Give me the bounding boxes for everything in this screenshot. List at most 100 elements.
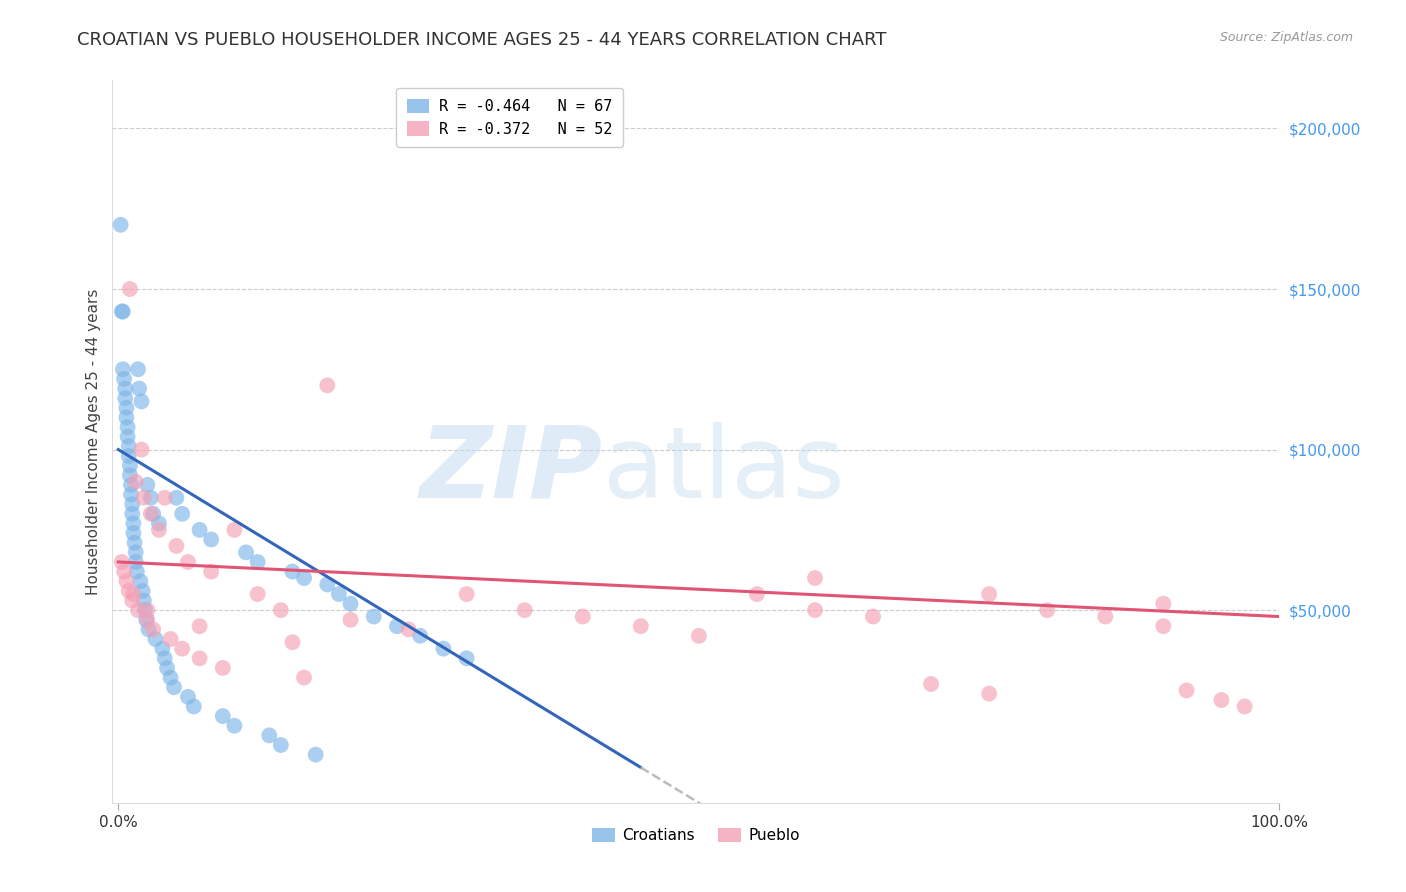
Point — [117, 420, 139, 434]
Point — [118, 458, 141, 473]
Point — [513, 603, 536, 617]
Point — [111, 304, 134, 318]
Point — [172, 641, 194, 656]
Point — [172, 507, 194, 521]
Point — [136, 603, 159, 617]
Point — [112, 372, 135, 386]
Point — [153, 491, 176, 505]
Point — [456, 587, 478, 601]
Point — [246, 587, 269, 601]
Point — [745, 587, 768, 601]
Point — [177, 555, 200, 569]
Point — [139, 507, 162, 521]
Point — [571, 609, 593, 624]
Text: atlas: atlas — [603, 422, 844, 519]
Point — [114, 382, 136, 396]
Point — [328, 587, 350, 601]
Point — [121, 593, 143, 607]
Point — [1175, 683, 1198, 698]
Point — [281, 565, 304, 579]
Point — [118, 468, 141, 483]
Point — [120, 478, 142, 492]
Point — [1233, 699, 1256, 714]
Point — [363, 609, 385, 624]
Point — [979, 587, 1001, 601]
Point — [804, 571, 827, 585]
Point — [115, 401, 138, 415]
Point — [110, 218, 132, 232]
Point — [145, 632, 167, 646]
Point — [316, 577, 339, 591]
Point — [132, 593, 155, 607]
Point — [177, 690, 200, 704]
Point — [135, 613, 157, 627]
Point — [115, 574, 138, 589]
Point — [156, 661, 179, 675]
Point — [121, 507, 143, 521]
Point — [118, 449, 141, 463]
Point — [131, 583, 153, 598]
Point — [688, 629, 710, 643]
Point — [292, 671, 315, 685]
Point — [200, 533, 222, 547]
Point — [188, 651, 211, 665]
Point — [920, 677, 942, 691]
Point — [270, 738, 292, 752]
Point — [1211, 693, 1233, 707]
Point — [270, 603, 292, 617]
Point — [1152, 597, 1174, 611]
Point — [163, 680, 186, 694]
Point — [125, 545, 148, 559]
Point — [142, 623, 165, 637]
Point — [111, 555, 134, 569]
Point — [257, 728, 280, 742]
Point — [131, 442, 153, 457]
Point — [165, 539, 187, 553]
Point — [142, 507, 165, 521]
Point — [385, 619, 408, 633]
Point — [432, 641, 454, 656]
Point — [117, 430, 139, 444]
Point — [112, 565, 135, 579]
Point — [200, 565, 222, 579]
Point — [122, 516, 145, 531]
Point — [122, 526, 145, 541]
Point — [128, 382, 150, 396]
Point — [211, 709, 233, 723]
Point — [1094, 609, 1116, 624]
Point — [153, 651, 176, 665]
Point — [165, 491, 187, 505]
Point — [630, 619, 652, 633]
Point — [148, 523, 170, 537]
Point — [224, 719, 246, 733]
Point — [246, 555, 269, 569]
Point — [188, 619, 211, 633]
Point — [1036, 603, 1059, 617]
Legend: Croatians, Pueblo: Croatians, Pueblo — [586, 822, 806, 849]
Point — [132, 491, 155, 505]
Text: ZIP: ZIP — [419, 422, 603, 519]
Text: CROATIAN VS PUEBLO HOUSEHOLDER INCOME AGES 25 - 44 YEARS CORRELATION CHART: CROATIAN VS PUEBLO HOUSEHOLDER INCOME AG… — [77, 31, 887, 49]
Point — [127, 603, 149, 617]
Point — [316, 378, 339, 392]
Point — [339, 597, 361, 611]
Point — [131, 394, 153, 409]
Point — [125, 565, 148, 579]
Point — [111, 362, 134, 376]
Text: Source: ZipAtlas.com: Source: ZipAtlas.com — [1219, 31, 1353, 45]
Point — [118, 583, 141, 598]
Point — [152, 641, 174, 656]
Point — [134, 603, 156, 617]
Point — [122, 587, 145, 601]
Point — [111, 304, 134, 318]
Point — [136, 613, 159, 627]
Point — [129, 574, 152, 589]
Point — [148, 516, 170, 531]
Point — [188, 523, 211, 537]
Point — [124, 535, 146, 549]
Point — [125, 475, 148, 489]
Point — [224, 523, 246, 537]
Point — [159, 632, 181, 646]
Point — [339, 613, 361, 627]
Point — [398, 623, 420, 637]
